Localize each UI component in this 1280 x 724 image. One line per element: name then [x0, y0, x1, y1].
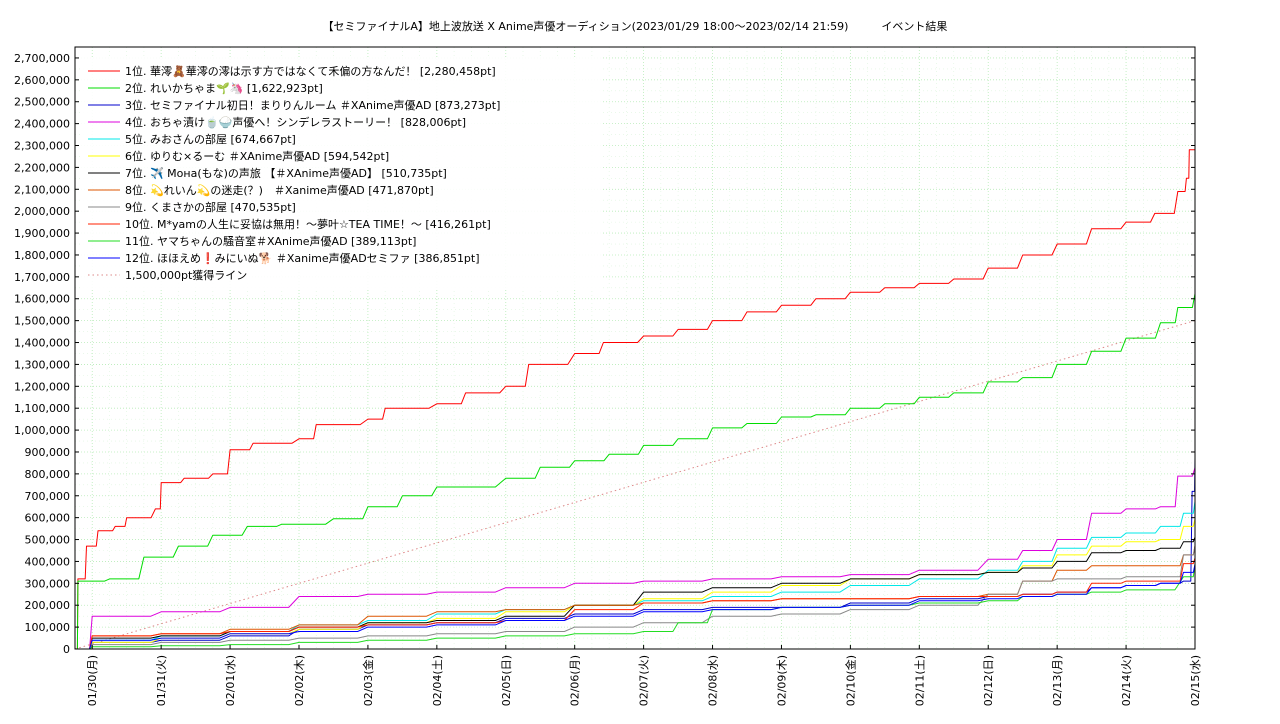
series-line-2	[75, 293, 1196, 650]
y-tick-label: 400,000	[25, 555, 71, 568]
x-tick-label: 02/02(木)	[293, 655, 306, 706]
x-tick-label: 01/30(月)	[86, 655, 99, 706]
y-tick-label: 1,500,000	[14, 315, 70, 328]
y-tick-label: 2,100,000	[14, 183, 70, 196]
y-tick-label: 1,800,000	[14, 249, 70, 262]
y-tick-label: 1,700,000	[14, 271, 70, 284]
x-tick-label: 02/03(金)	[361, 655, 375, 706]
grid	[75, 47, 1195, 650]
series-line-9	[75, 545, 1196, 650]
y-tick-label: 0	[63, 643, 70, 656]
y-tick-label: 1,000,000	[14, 424, 70, 437]
legend-label: 10位. M*yamの人生に妥協は無用！～夢叶☆TEA TIME！～ [416,…	[125, 217, 491, 231]
y-tick-label: 1,100,000	[14, 402, 70, 415]
x-tick-label: 02/07(火)	[638, 655, 651, 706]
y-tick-label: 2,400,000	[14, 118, 70, 131]
y-tick-label: 1,600,000	[14, 293, 70, 306]
legend-label: 7位. ✈️ Mона(もな)の声旅 【＃XAnime声優AD】 [510,73…	[125, 166, 447, 180]
legend-label: 3位. セミファイナル初日！まりりんルーム ＃XAnime声優AD [873,2…	[125, 98, 500, 112]
y-tick-label: 2,500,000	[14, 96, 70, 109]
y-tick-label: 2,700,000	[14, 52, 70, 65]
series-line-13	[74, 320, 1196, 650]
series-line-12	[75, 564, 1196, 650]
x-tick-label: 02/01(水)	[224, 655, 237, 706]
legend-label: 6位. ゆりむ×るーむ ＃XAnime声優AD [594,542pt]	[125, 149, 389, 163]
legend-label: 1,500,000pt獲得ライン	[125, 269, 247, 282]
legend-label: 1位. 華澪🧸華澪の澪は示す方ではなくて禾偏の方なんだ！ [2,280,458p…	[125, 64, 496, 78]
plot-frame	[74, 46, 1196, 650]
threshold-line	[74, 320, 1196, 650]
x-tick-label: 01/31(火)	[155, 655, 168, 706]
y-tick-label: 2,000,000	[14, 205, 70, 218]
x-tick-label: 02/05(日)	[500, 655, 513, 706]
y-tick-label: 1,300,000	[14, 358, 70, 371]
legend-label: 11位. ヤマちゃんの騒音室＃XAnime声優AD [389,113pt]	[125, 234, 416, 248]
x-tick-label: 02/13(月)	[1051, 655, 1064, 706]
y-tick-label: 600,000	[25, 512, 71, 525]
x-tick-label: 02/06(月)	[569, 655, 582, 706]
y-tick-label: 300,000	[25, 577, 71, 590]
series-line-1	[75, 149, 1195, 650]
y-tick-label: 1,900,000	[14, 227, 70, 240]
x-tick-label: 02/14(火)	[1120, 655, 1133, 706]
legend-label: 4位. おちゃ漬け🍵🍚声優へ！シンデレラストーリー！ [828,006pt]	[125, 115, 466, 129]
legend-label: 2位. れいかちゃま🌱🦄 [1,622,923pt]	[125, 81, 323, 95]
y-tick-label: 2,300,000	[14, 140, 70, 153]
x-tick-label: 02/04(土)	[431, 655, 444, 706]
y-tick-label: 500,000	[25, 534, 71, 547]
x-tick-label: 02/10(金)	[843, 655, 857, 706]
legend-label: 12位. ほほえめ❗️みにいぬ🐕 ＃Xanime声優ADセミファ [386,85…	[125, 251, 480, 265]
series-line-4	[75, 467, 1196, 650]
series-line-10	[75, 557, 1196, 650]
y-axis: 0 100,000 200,000 300,000 400,000 500,000 600,…	[14, 52, 1195, 656]
x-tick-label: 02/15(水)	[1189, 655, 1202, 706]
x-tick-label: 02/09(木)	[775, 655, 788, 706]
legend: 1位. 華澪🧸華澪の澪は示す方ではなくて禾偏の方なんだ！ [2,280,458p…	[81, 57, 601, 289]
y-tick-label: 200,000	[25, 599, 71, 612]
x-tick-label: 02/12(日)	[982, 655, 995, 706]
y-tick-label: 800,000	[25, 468, 71, 481]
y-tick-label: 1,400,000	[14, 337, 70, 350]
y-tick-label: 2,600,000	[14, 74, 70, 87]
x-tick-label: 02/08(水)	[707, 655, 720, 706]
y-tick-label: 900,000	[25, 446, 71, 459]
legend-background	[81, 57, 601, 289]
y-tick-label: 2,200,000	[14, 161, 70, 174]
y-tick-label: 1,200,000	[14, 380, 70, 393]
y-tick-label: 700,000	[25, 490, 71, 503]
y-tick-label: 100,000	[25, 621, 71, 634]
legend-label: 9位. くまさかの部屋 [470,535pt]	[125, 200, 296, 214]
legend-label: 5位. みおさんの部屋 [674,667pt]	[125, 132, 296, 146]
x-tick-label: 02/11(土)	[913, 655, 926, 706]
series-lines	[75, 149, 1196, 650]
x-axis: 01/30(月) 01/31(火) 02/01(水) 02/02(木) 02/03(金)…	[86, 645, 1202, 706]
legend-label: 8位. 💫れいん💫の迷走(？) ＃Xanime声優AD [471,870pt]	[125, 183, 434, 198]
chart-title: 【セミファイナルA】地上波放送 X Anime声優オーディション(2023/01…	[323, 19, 948, 33]
